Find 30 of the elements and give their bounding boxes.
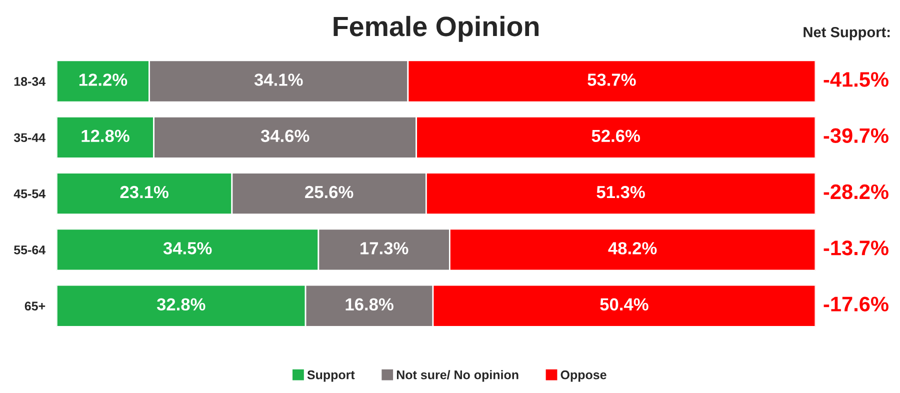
- text: Net Support:: [804, 26, 890, 40]
- data-label: 16.8%: [346, 298, 394, 311]
- chart-title: Female Opinion: [334, 16, 539, 42]
- y-tick-label: 45-54: [14, 189, 46, 198]
- y-tick-label: 65+: [24, 302, 46, 311]
- text: -39.7%: [824, 128, 888, 144]
- y-tick-label: 18-34: [14, 77, 46, 86]
- legend-label: Support: [307, 370, 355, 382]
- data-label: 12.8%: [82, 130, 130, 142]
- data-label: 23.1%: [120, 186, 168, 198]
- data-label: 52.6%: [592, 130, 640, 142]
- data-label: 34.1%: [254, 74, 303, 86]
- data-label: 17.3%: [360, 242, 408, 254]
- text: -41.5%: [824, 72, 888, 87]
- text: -17.6%: [824, 296, 888, 312]
- legend-label: Not sure/ No opinion: [396, 370, 518, 382]
- data-label: 48.2%: [608, 242, 657, 254]
- data-label: 32.8%: [156, 298, 206, 311]
- text: -28.2%: [824, 184, 888, 200]
- data-label: 53.7%: [588, 74, 636, 86]
- text: -13.7%: [824, 240, 888, 256]
- data-label: 34.5%: [163, 242, 212, 254]
- data-label: 50.4%: [600, 298, 648, 311]
- legend-label: Oppose: [560, 370, 606, 382]
- y-tick-label: 35-44: [14, 133, 46, 142]
- y-tick-label: 55-64: [14, 246, 46, 254]
- data-label: 51.3%: [596, 186, 645, 198]
- data-label: 34.6%: [260, 130, 310, 142]
- data-label: 25.6%: [305, 186, 354, 198]
- data-label: 12.2%: [79, 74, 128, 86]
